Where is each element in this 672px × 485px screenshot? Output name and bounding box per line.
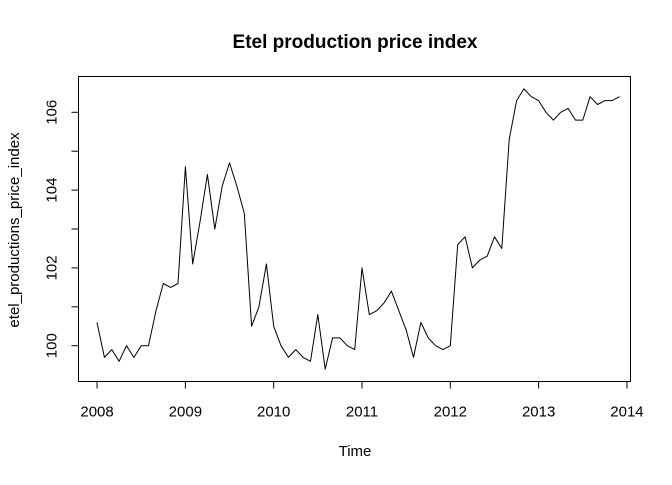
y-tick-label: 102	[44, 255, 61, 280]
x-axis-label: Time	[339, 443, 372, 460]
plot-frame	[78, 76, 631, 382]
y-axis: 100 102 104 106	[44, 100, 79, 358]
x-tick-label: 2012	[434, 404, 467, 421]
x-tick-label: 2008	[80, 404, 113, 421]
plot-area	[96, 88, 620, 370]
y-tick-label: 106	[44, 100, 61, 125]
x-tick-label: 2009	[169, 404, 202, 421]
x-tick-label: 2013	[522, 404, 555, 421]
x-axis: 2008 2009 2010 2011 2012 2013 2014	[80, 381, 644, 421]
y-axis-label: etel_productions_price_index	[6, 132, 23, 328]
x-tick-label: 2011	[346, 404, 378, 421]
chart-title: Etel production price index	[233, 32, 478, 53]
x-tick-label: 2010	[257, 404, 290, 421]
y-tick-label: 104	[44, 178, 61, 203]
series-line	[96, 88, 620, 370]
x-tick-label: 2014	[610, 404, 643, 421]
y-tick-label: 100	[44, 333, 61, 358]
